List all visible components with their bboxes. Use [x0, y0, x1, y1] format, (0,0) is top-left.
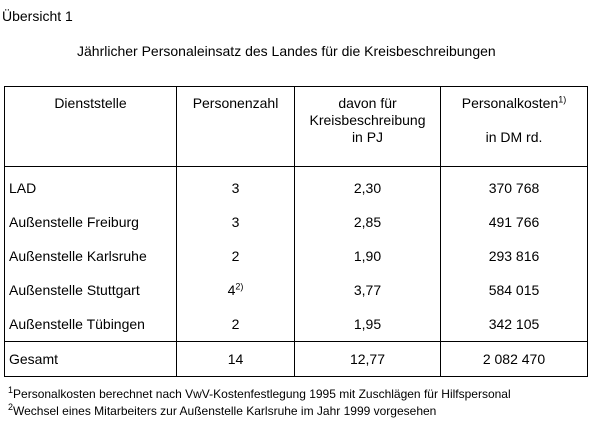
cell-dienststelle: LAD	[4, 166, 177, 205]
footnote: 2Wechsel eines Mitarbeiters zur Außenste…	[8, 403, 511, 420]
table-row: Außenstelle Freiburg 3 2,85 491 766	[4, 205, 588, 239]
cell-kosten: 584 015	[440, 273, 588, 307]
total-personenzahl: 14	[176, 341, 295, 377]
cell-dienststelle: Außenstelle Stuttgart	[4, 273, 177, 307]
cell-dienststelle: Außenstelle Freiburg	[4, 205, 177, 239]
header-dienststelle-label: Dienststelle	[54, 95, 127, 111]
header-personenzahl-label: Personenzahl	[192, 95, 279, 111]
cell-personenzahl-value: 3	[231, 180, 240, 196]
cell-kosten: 491 766	[440, 205, 588, 239]
header-kosten-title: Personalkosten1)	[445, 95, 583, 112]
cell-kosten: 342 105	[440, 307, 588, 342]
cell-pj: 3,77	[294, 273, 441, 307]
cell-personenzahl: 2	[176, 307, 295, 342]
cell-pj: 1,95	[294, 307, 441, 342]
header-kosten-label: Personalkosten	[461, 95, 559, 111]
total-dienststelle: Gesamt	[4, 341, 177, 377]
cell-pj: 2,30	[294, 166, 441, 205]
footnote-text: Wechsel eines Mitarbeiters zur Außenstel…	[13, 404, 437, 418]
header-pj-line2: Kreisbeschreibung	[309, 112, 426, 128]
header-pj-line3: in PJ	[351, 129, 384, 145]
cell-personenzahl-value: 4	[227, 282, 236, 298]
footnote-marker: 2	[8, 402, 14, 412]
footnote: 1Personalkosten berechnet nach VwV-Koste…	[8, 386, 511, 403]
overview-label: Übersicht 1	[2, 8, 73, 24]
header-dienststelle: Dienststelle	[4, 86, 177, 167]
header-pj: davon für Kreisbeschreibung in PJ	[294, 86, 441, 167]
cell-personenzahl-value: 3	[231, 214, 240, 230]
table-row: Außenstelle Stuttgart 42) 3,77 584 015	[4, 273, 588, 307]
cell-dienststelle: Außenstelle Tübingen	[4, 307, 177, 342]
footnotes: 1Personalkosten berechnet nach VwV-Koste…	[8, 386, 511, 420]
table-row: LAD 3 2,30 370 768	[4, 166, 588, 205]
cell-personenzahl: 3	[176, 166, 295, 205]
table-row: Außenstelle Tübingen 2 1,95 342 105	[4, 307, 588, 342]
footnote-text: Personalkosten berechnet nach VwV-Kosten…	[13, 387, 511, 401]
cell-kosten: 293 816	[440, 239, 588, 273]
header-row: Dienststelle Personenzahl davon für Krei…	[4, 86, 588, 167]
table-title: Jährlicher Personaleinsatz des Landes fü…	[77, 43, 496, 59]
total-kosten: 2 082 470	[440, 341, 588, 377]
footnote-marker: 1	[8, 385, 14, 395]
personnel-table: Dienststelle Personenzahl davon für Krei…	[4, 86, 588, 377]
total-pj: 12,77	[294, 341, 441, 377]
header-personenzahl: Personenzahl	[176, 86, 295, 167]
cell-personenzahl: 42)	[176, 273, 295, 307]
cell-pj: 2,85	[294, 205, 441, 239]
cell-pj: 1,90	[294, 239, 441, 273]
header-kosten-footnote-ref: 1)	[558, 94, 567, 105]
total-row: Gesamt 14 12,77 2 082 470	[4, 341, 588, 377]
cell-dienststelle: Außenstelle Karlsruhe	[4, 239, 177, 273]
header-kosten-unit: in DM rd.	[485, 129, 543, 145]
cell-personenzahl-footnote-ref: 2)	[235, 281, 244, 292]
header-pj-line1: davon für	[338, 95, 397, 111]
cell-kosten: 370 768	[440, 166, 588, 205]
table-row: Außenstelle Karlsruhe 2 1,90 293 816	[4, 239, 588, 273]
cell-personenzahl-value: 2	[231, 316, 240, 332]
cell-personenzahl: 3	[176, 205, 295, 239]
cell-personenzahl-value: 2	[231, 248, 240, 264]
cell-personenzahl: 2	[176, 239, 295, 273]
header-kosten: Personalkosten1) in DM rd.	[440, 86, 588, 167]
